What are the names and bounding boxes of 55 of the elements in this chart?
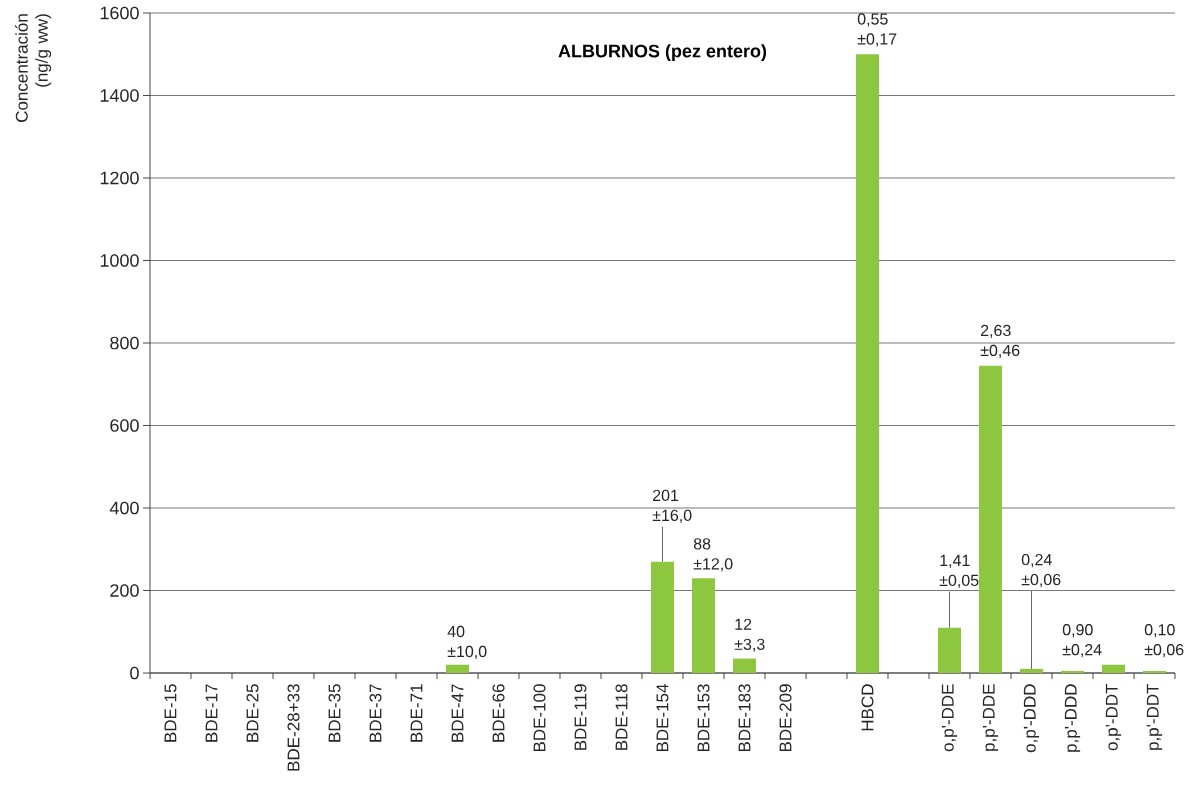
annotation: 2,63 ±0,46 — [980, 324, 1020, 358]
x-tick-label: HBCD — [861, 684, 874, 731]
bar — [651, 561, 674, 673]
annotation: 0,55 ±0,17 — [857, 13, 897, 47]
x-tick-label: BDE-118 — [615, 684, 628, 750]
bar — [938, 627, 961, 673]
annotation: 1,41 ±0,05 — [939, 554, 979, 588]
annotation: 0,24 ±0,06 — [1021, 553, 1061, 588]
x-tick-label: BDE-17 — [205, 684, 218, 742]
x-tick-label: o,p'-DDT — [1105, 683, 1122, 751]
x-tick-label: BDE-47 — [451, 684, 464, 742]
x-tick-label: BDE-154 — [656, 684, 669, 752]
x-tick-label: BDE-15 — [164, 684, 177, 742]
y-tick-label: 1000 — [100, 254, 139, 267]
annotation: 201 ±16,0 — [652, 489, 692, 523]
y-tick-label: 600 — [110, 419, 139, 432]
x-tick-label: BDE-25 — [246, 684, 259, 742]
y-tick-label: 1400 — [100, 89, 139, 102]
x-tick-label: p,p'-DDD — [1064, 684, 1081, 752]
text: ALBURNOS (pez entero) — [558, 44, 767, 61]
x-tick-label: BDE-71 — [410, 684, 423, 742]
x-tick-label: BDE-100 — [533, 684, 546, 752]
bar — [979, 365, 1002, 673]
x-tick-label: BDE-28+33 — [287, 684, 300, 771]
annotation: 88 ±12,0 — [693, 538, 733, 572]
bar — [856, 54, 879, 673]
y-tick-label: 800 — [110, 336, 139, 350]
y-tick-label: 1600 — [100, 6, 139, 20]
bar — [733, 658, 756, 673]
x-tick-label: BDE-35 — [328, 684, 341, 742]
x-tick-label: BDE-183 — [738, 684, 751, 752]
annotation: 0,90 ±0,24 — [1062, 624, 1102, 658]
y-tick-label: 400 — [109, 501, 139, 515]
y-axis-title: Concentración (ng/g ww) — [15, 14, 52, 122]
x-tick-label: BDE-119 — [574, 684, 587, 750]
annotation: 12 ±3,3 — [734, 618, 765, 652]
x-tick-label: BDE-66 — [492, 684, 505, 742]
x-tick-label: BDE-209 — [779, 684, 792, 752]
x-tick-label: BDE-153 — [697, 684, 710, 752]
bar — [1101, 664, 1125, 673]
x-tick-label: o,p'-DDD — [1023, 684, 1040, 753]
annotation: 0,10 ±0,06 — [1144, 624, 1184, 658]
x-tick-label: o,p'-DDE — [941, 684, 958, 752]
x-tick-label: p,p'-DDE — [982, 684, 999, 751]
bar — [446, 664, 469, 673]
bar — [1142, 670, 1166, 673]
x-tick-label: p,p'-DDT — [1146, 683, 1163, 750]
y-tick-label: 200 — [110, 584, 139, 597]
bar — [1020, 668, 1043, 673]
bar — [692, 578, 715, 673]
y-tick-label: 1200 — [100, 171, 139, 185]
bar — [1060, 670, 1084, 673]
x-tick-label: BDE-37 — [369, 684, 382, 742]
annotation: 40 ±10,0 — [447, 625, 487, 660]
y-tick-label: 0 — [130, 666, 139, 680]
